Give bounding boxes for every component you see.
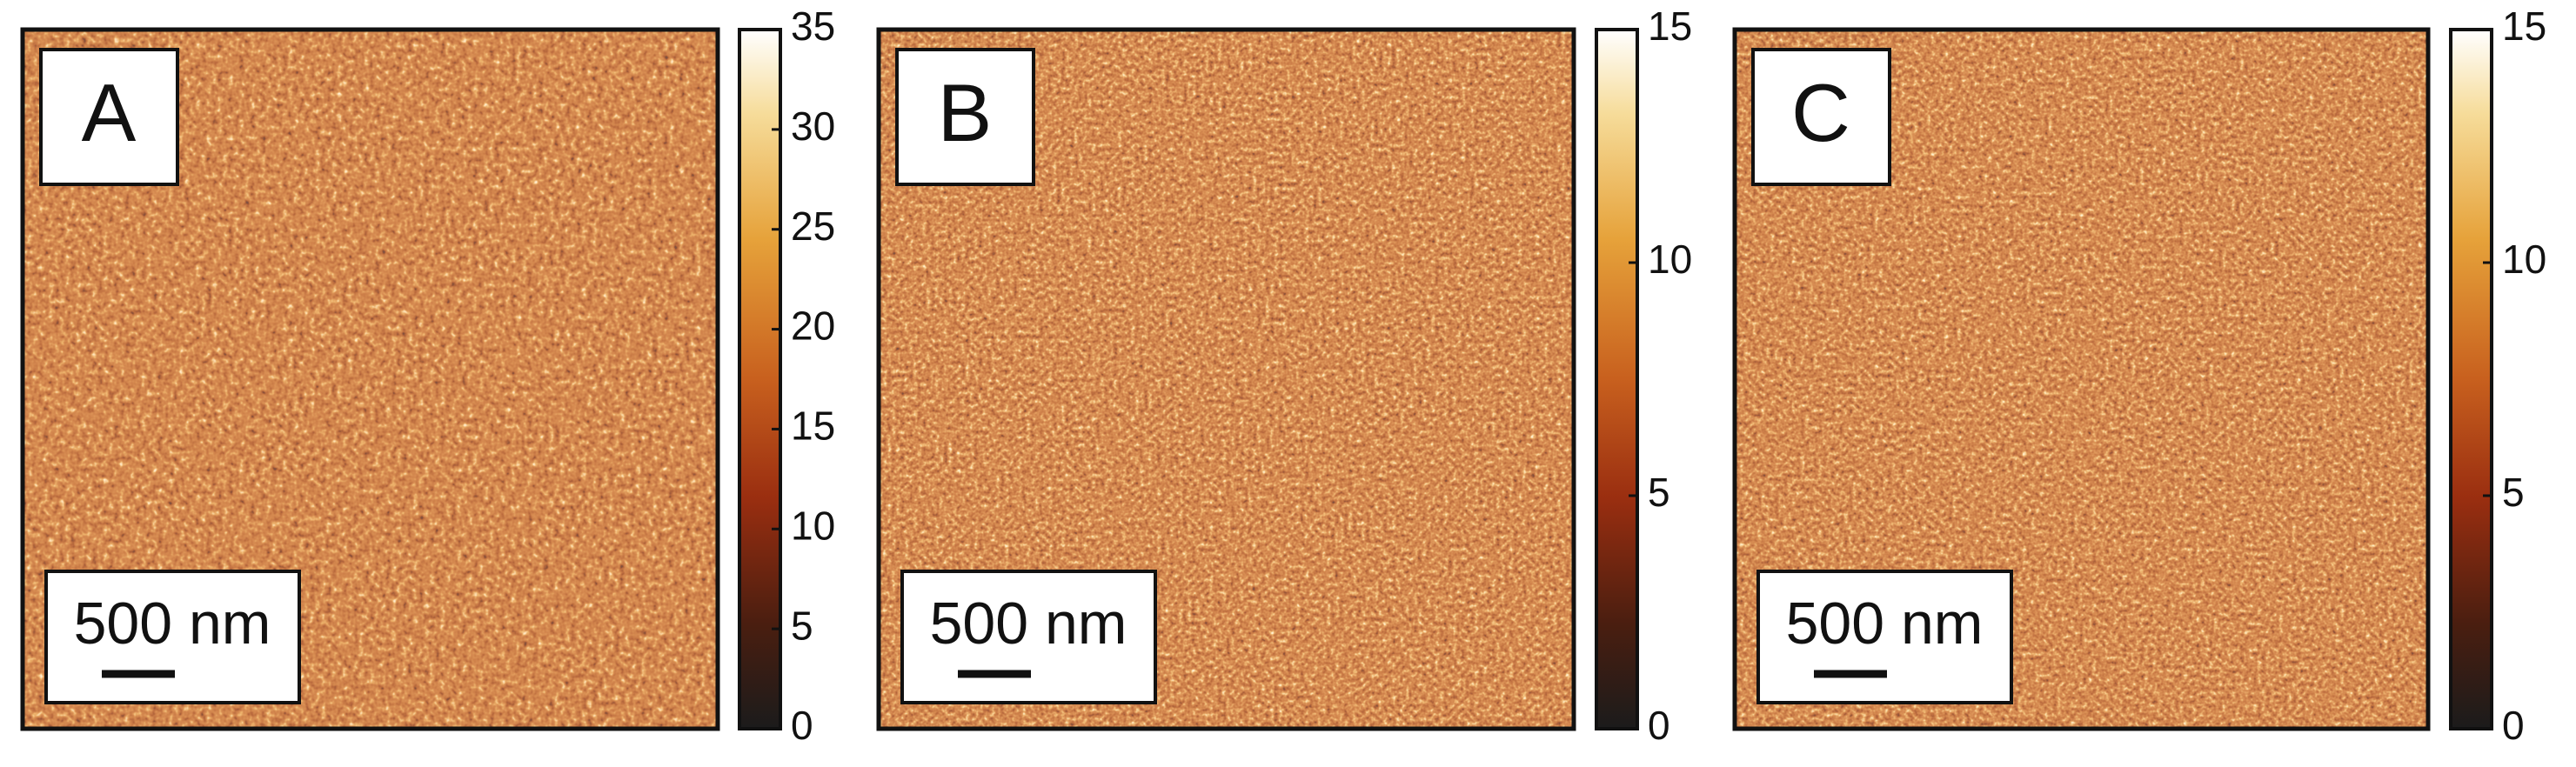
colorbar-tick-label: 0 [2502, 703, 2525, 748]
panel-label: C [1791, 67, 1850, 158]
image-border [1732, 27, 2431, 731]
colorbar-tick-label: 10 [1648, 237, 1692, 282]
panel-label: B [938, 67, 993, 158]
scale-bar-box [44, 570, 301, 704]
panels: A 500 nm 0 5 10 15 20 25 30 35 B 500 nm 0 5 10 15 C 500 n… [20, 3, 2546, 748]
scale-bar-text: 500 nm [74, 590, 271, 657]
colorbar-tick-label: 15 [1648, 3, 1692, 49]
scale-bar-box [1756, 570, 2013, 704]
panel: B 500 nm 0 5 10 15 [876, 3, 1692, 748]
colorbar-tick-label: 35 [791, 3, 835, 49]
panel: C 500 nm 0 5 10 15 [1732, 3, 2546, 748]
scale-bar-text: 500 nm [1786, 590, 1984, 657]
scale-bar-box [900, 570, 1157, 704]
colorbar-tick-label: 0 [791, 703, 813, 748]
colorbar-tick-label: 5 [1648, 470, 1670, 515]
panel: A 500 nm 0 5 10 15 20 25 30 35 [20, 3, 835, 748]
label-box [895, 48, 1035, 186]
label-box [1751, 48, 1891, 186]
colorbar-tick-label: 20 [791, 303, 835, 349]
colorbar-tick-label: 30 [791, 103, 835, 149]
colorbar-tick-label: 5 [2502, 470, 2525, 515]
colorbar-tick-label: 25 [791, 203, 835, 249]
colorbar [1595, 28, 1639, 730]
label-box [39, 48, 179, 186]
colorbar-tick-label: 5 [791, 603, 813, 648]
colorbar [2449, 28, 2493, 730]
colorbar-tick-label: 0 [1648, 703, 1670, 748]
colorbar [738, 28, 782, 730]
panel-label: A [82, 67, 137, 158]
colorbar-tick-label: 10 [791, 503, 835, 548]
scale-bar-text: 500 nm [930, 590, 1127, 657]
image-border [20, 27, 720, 731]
colorbar-tick-label: 10 [2502, 237, 2546, 282]
colorbar-tick-label: 15 [791, 404, 835, 449]
image-border [876, 27, 1576, 731]
colorbar-tick-label: 15 [2502, 3, 2546, 49]
